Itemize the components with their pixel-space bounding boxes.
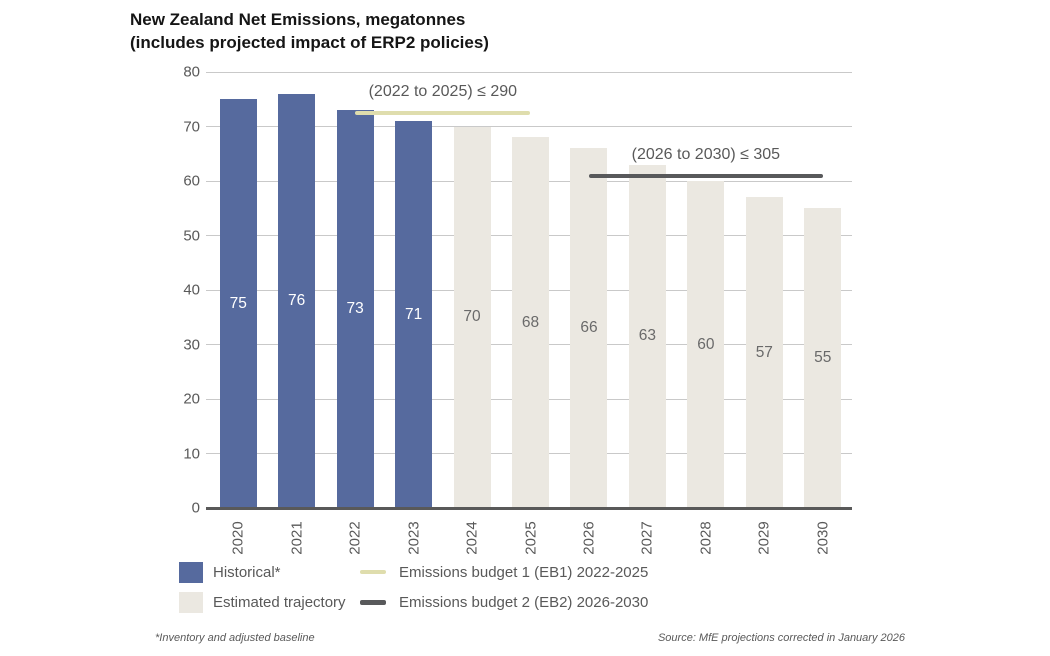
bar-2021 [278, 93, 316, 508]
bar-2022 [336, 110, 374, 508]
y-tick-label: 20 [183, 390, 200, 408]
bar-value-label: 75 [229, 294, 247, 312]
x-tick-label: 2024 [463, 521, 481, 555]
legend-label: Estimated trajectory [213, 593, 346, 611]
legend-item-4: Emissions budget 2 (EB2) 2026-2030 [360, 591, 648, 613]
legend-swatch-square [179, 561, 203, 583]
y-tick-label: 0 [191, 499, 200, 517]
bar-value-label: 63 [638, 327, 657, 345]
y-tick-label: 30 [183, 336, 200, 353]
bar-2026 [570, 148, 608, 508]
chart-legend: Historical* Estimated trajectory Emissions… [179, 561, 648, 613]
bar-2023 [395, 121, 433, 508]
x-tick-label: 2025 [522, 521, 539, 555]
x-tick-label: 2028 [697, 521, 715, 555]
bar-2025 [512, 137, 549, 508]
bar-2028 [687, 181, 725, 508]
legend-swatch-square [179, 591, 203, 613]
y-tick-label: 50 [183, 227, 200, 244]
legend-swatch-line [360, 570, 386, 574]
legend-item-2: Estimated trajectory [179, 591, 360, 613]
legend-item-3: Emissions budget 1 (EB1) 2022-2025 [360, 561, 648, 583]
gridline-y70 [206, 126, 852, 127]
x-axis-line [206, 507, 852, 510]
y-tick-label: 60 [183, 172, 200, 190]
chart-title: New Zealand Net Emissions, megatonnes (i… [130, 8, 489, 54]
bar-value-label: 55 [814, 349, 832, 367]
bar-2027 [628, 164, 666, 508]
x-tick-label: 2026 [580, 521, 598, 555]
chart-title-line2: (includes projected impact of ERP2 polic… [130, 33, 489, 52]
x-tick-label: 2030 [814, 521, 832, 555]
legend-item-1: Historical* [179, 561, 360, 583]
bar-value-label: 68 [521, 313, 540, 331]
bar-2030 [804, 208, 842, 508]
bar-value-label: 57 [755, 343, 773, 361]
gridline-y80 [206, 71, 852, 73]
budget-annotation-eb1: (2022 to 2025) ≤ 290 [368, 82, 518, 100]
y-tick-label: 80 [183, 63, 200, 81]
legend-label: Emissions budget 2 (EB2) 2026-2030 [399, 593, 649, 611]
y-tick-label: 40 [183, 281, 200, 299]
bar-value-label: 71 [404, 305, 423, 323]
legend-swatch-line [360, 599, 386, 605]
x-tick-label: 2021 [288, 521, 306, 555]
bar-2020 [219, 99, 257, 508]
legend-label: Emissions budget 1 (EB1) 2022-2025 [399, 563, 649, 581]
bar-value-label: 76 [288, 291, 306, 309]
y-tick-label: 10 [183, 445, 200, 462]
x-tick-label: 2029 [755, 521, 773, 555]
bar-value-label: 73 [346, 300, 364, 318]
legend-label: Historical* [213, 563, 281, 581]
x-tick-label: 2027 [638, 521, 656, 555]
y-tick-label: 70 [183, 118, 200, 135]
footnote-baseline: *Inventory and adjusted baseline [155, 632, 315, 644]
plot-area: 0 10 20 30 40 50 60 70 80 75 2020 76 2021 73 2022 71 202… [183, 64, 852, 555]
bar-value-label: 70 [463, 308, 481, 326]
budget-annotation-eb2: (2026 to 2030) ≤ 305 [631, 145, 781, 163]
budget-line-eb1 [355, 110, 531, 115]
x-tick-label: 2023 [405, 521, 423, 555]
budget-line-eb2 [588, 173, 823, 178]
footnote-source: Source: MfE projections corrected in Jan… [657, 632, 905, 644]
x-tick-label: 2022 [346, 521, 364, 555]
bar-2024 [453, 126, 491, 508]
bar-2029 [745, 197, 783, 508]
chart-title-line1: New Zealand Net Emissions, megatonnes [130, 10, 466, 29]
bar-value-label: 60 [697, 335, 715, 353]
bar-value-label: 66 [580, 319, 598, 337]
x-tick-label: 2020 [229, 521, 247, 555]
